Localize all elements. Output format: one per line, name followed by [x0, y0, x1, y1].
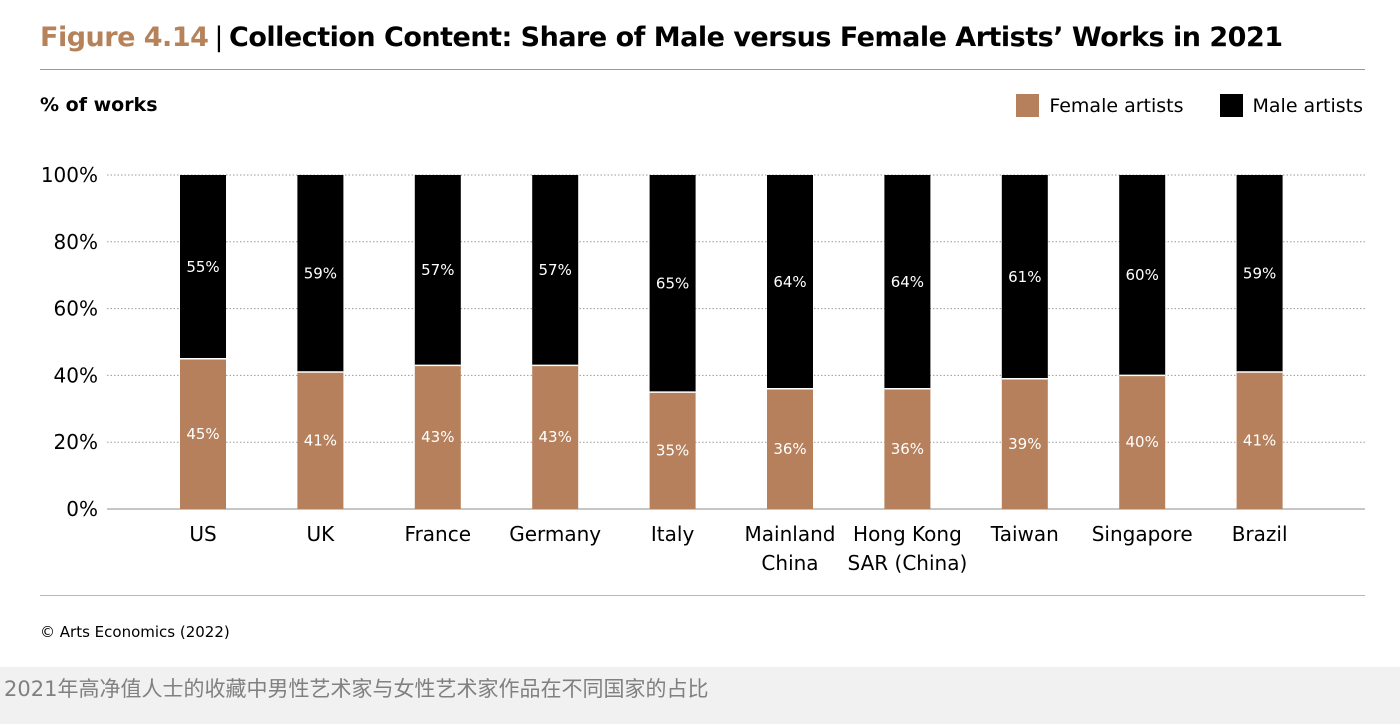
stacked-bar-chart: 0% 20% 40% 60% 80% 100% 45% 55% US 41% 59% UK 43% 57%… [41, 163, 1365, 575]
y-axis-label: % of works [40, 94, 158, 116]
bar-male [297, 175, 344, 373]
y-tick-label: 20% [54, 430, 98, 454]
data-label-male: 60% [1126, 266, 1159, 284]
x-tick-label: Italy [651, 522, 695, 546]
bar-male [649, 175, 696, 393]
bar-male [1236, 175, 1283, 373]
data-label-female: 36% [773, 440, 806, 458]
bar-female [414, 365, 461, 509]
legend-label-male: Male artists [1252, 94, 1363, 117]
x-tick-label-line: UK [307, 522, 336, 546]
bar-female [297, 372, 344, 509]
legend: Female artists Male artists [980, 94, 1363, 117]
data-label-female: 39% [1008, 435, 1041, 453]
legend-item-male: Male artists [1219, 94, 1363, 117]
data-label-female: 45% [186, 425, 219, 443]
x-tick-label-line: Italy [651, 522, 695, 546]
figure-panel: Figure 4.14 | Collection Content: Share of… [40, 16, 1365, 641]
data-label-male: 57% [421, 261, 454, 279]
x-tick-label-line: France [405, 522, 472, 546]
x-tick-label-line: Brazil [1232, 522, 1288, 546]
y-tick-label: 100% [41, 163, 98, 187]
x-tick-label-line: Taiwan [990, 522, 1059, 546]
x-tick-label: US [189, 522, 216, 546]
figure-heading: Figure 4.14 | Collection Content: Share of… [40, 16, 1283, 60]
x-tick-label: Singapore [1092, 522, 1193, 546]
x-tick-label-line: US [189, 522, 216, 546]
top-divider [40, 69, 1365, 70]
x-tick-label: Hong Kong SAR (China) [848, 522, 968, 575]
data-label-female: 36% [891, 440, 924, 458]
bar-male [884, 175, 931, 389]
chart-title: Collection Content: Share of Male versus… [229, 22, 1283, 53]
y-tick-label: 60% [54, 297, 98, 321]
x-tick-label: Taiwan [990, 522, 1059, 546]
x-tick-label-line: Germany [509, 522, 601, 546]
image-caption: 2021年高净值人士的收藏中男性艺术家与女性艺术家作品在不同国家的占比 [4, 677, 709, 701]
bar-male [1119, 175, 1166, 376]
legend-swatch-male [1219, 94, 1243, 117]
x-tick-label: Mainland China [745, 522, 836, 575]
bar-female [180, 358, 226, 509]
bar-female [767, 388, 813, 509]
data-label-male: 57% [539, 261, 572, 279]
legend-swatch-female [1016, 94, 1040, 117]
bar-female [1001, 378, 1048, 509]
bar-male [414, 175, 461, 366]
data-label-female: 41% [304, 432, 337, 450]
figure-number: Figure 4.14 [40, 22, 209, 53]
y-tick-label: 40% [54, 363, 98, 387]
x-tick-label: Germany [509, 522, 601, 546]
data-label-male: 65% [656, 275, 689, 293]
data-label-female: 35% [656, 442, 689, 460]
legend-item-female: Female artists [1016, 94, 1184, 117]
data-label-male: 59% [1243, 265, 1276, 283]
bar-male [767, 175, 813, 389]
data-label-male: 61% [1008, 268, 1041, 286]
x-tick-label: France [405, 522, 472, 546]
bar-female [532, 365, 579, 509]
bar-female [649, 392, 696, 509]
bar-male [180, 175, 226, 359]
data-label-female: 41% [1243, 432, 1276, 450]
caption-bar: 2021年高净值人士的收藏中男性艺术家与女性艺术家作品在不同国家的占比 [0, 667, 1400, 724]
bar-male [532, 175, 579, 366]
data-label-male: 59% [304, 265, 337, 283]
data-label-male: 64% [773, 273, 806, 291]
y-tick-label: 0% [66, 497, 98, 521]
x-tick-label-line: SAR (China) [848, 551, 968, 575]
data-label-female: 43% [539, 428, 572, 446]
bar-female [1236, 372, 1283, 509]
x-tick-label-line: Mainland [745, 522, 836, 546]
source-note: © Arts Economics (2022) [40, 623, 230, 641]
x-tick-label-line: Hong Kong [853, 522, 962, 546]
x-tick-label-line: Singapore [1092, 522, 1193, 546]
legend-label-female: Female artists [1049, 94, 1184, 117]
data-label-male: 55% [186, 258, 219, 276]
data-label-female: 40% [1126, 433, 1159, 451]
title-separator: | [214, 22, 224, 53]
data-label-female: 43% [421, 428, 454, 446]
y-tick-label: 80% [54, 230, 98, 254]
bar-male [1001, 175, 1048, 379]
data-label-male: 64% [891, 273, 924, 291]
bar-female [884, 388, 931, 509]
bottom-divider [40, 595, 1365, 596]
x-tick-label: Brazil [1232, 522, 1288, 546]
x-tick-label: UK [307, 522, 336, 546]
x-tick-label-line: China [761, 551, 818, 575]
bar-female [1119, 375, 1166, 509]
